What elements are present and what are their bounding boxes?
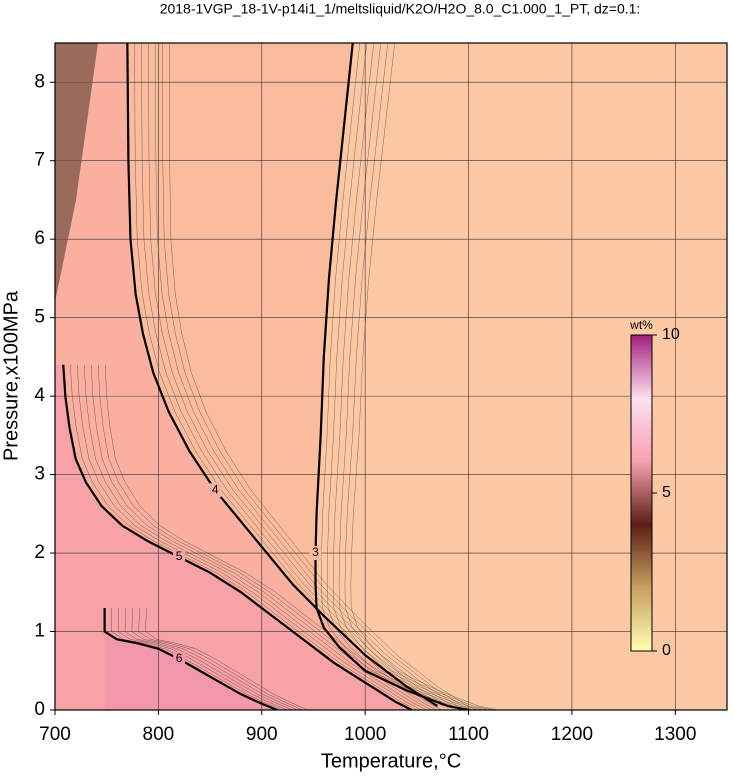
y-tick-label: 3 bbox=[34, 464, 45, 485]
x-tick-label: 1300 bbox=[654, 724, 696, 745]
contour-label-bg bbox=[173, 651, 186, 666]
y-tick-label: 8 bbox=[34, 71, 45, 92]
colorbar-tick-label: 0 bbox=[662, 642, 671, 659]
colorbar-tick-label: 10 bbox=[662, 326, 680, 343]
minor-contour bbox=[162, 43, 463, 707]
y-axis-label: Pressure,x100MPa bbox=[0, 290, 22, 461]
contour-label: 5 bbox=[176, 549, 183, 563]
contour-line bbox=[126, 43, 439, 708]
minor-contour bbox=[77, 364, 422, 710]
colorbar-tick-label: 5 bbox=[662, 484, 671, 501]
minor-contour bbox=[155, 43, 458, 707]
x-tick-label: 800 bbox=[143, 724, 175, 745]
colorbar-label: wt% bbox=[629, 318, 653, 332]
y-tick-label: 7 bbox=[34, 150, 45, 171]
minor-contour bbox=[98, 364, 437, 710]
minor-contour bbox=[84, 364, 427, 710]
minor-contour bbox=[138, 607, 303, 710]
contour-label-bg bbox=[309, 546, 322, 561]
x-axis-label: Temperature,°C bbox=[321, 750, 461, 772]
contour-fill bbox=[104, 607, 278, 710]
minor-contour bbox=[124, 607, 293, 710]
x-tick-label: 1000 bbox=[344, 724, 386, 745]
y-tick-label: 0 bbox=[34, 699, 45, 720]
contour-label-bg bbox=[173, 549, 186, 564]
y-tick-label: 2 bbox=[34, 542, 45, 563]
x-tick-label: 700 bbox=[39, 724, 71, 745]
minor-contour bbox=[111, 607, 283, 710]
y-tick-label: 6 bbox=[34, 228, 45, 249]
x-tick-label: 1200 bbox=[551, 724, 593, 745]
plot-area: 3 4 5 6 bbox=[55, 43, 727, 710]
colorbar bbox=[630, 334, 653, 652]
dense-contours bbox=[55, 43, 98, 302]
plot-frame bbox=[54, 42, 728, 711]
minor-contour bbox=[131, 607, 298, 710]
minor-contour bbox=[70, 364, 417, 710]
minor-contour bbox=[134, 43, 443, 707]
contour-label: 4 bbox=[212, 482, 219, 496]
minor-contour bbox=[169, 43, 468, 707]
overlay: 700 800 900 1000 1100 1200 1300 0 1 2 3 4 5 6 7 8 wt% 0 5 1… bbox=[34, 42, 728, 745]
contour-label-bg bbox=[209, 483, 222, 498]
y-tick-label: 5 bbox=[34, 307, 45, 328]
x-tick-label: 900 bbox=[246, 724, 278, 745]
minor-contour bbox=[91, 364, 432, 710]
contour-fill bbox=[55, 364, 412, 710]
chart-title: 2018-1VGP_18-1V-p14i1_1/meltsliquid/K2O/… bbox=[160, 1, 641, 17]
minor-contour bbox=[117, 607, 288, 710]
y-tick-label: 1 bbox=[34, 621, 45, 642]
contour-label: 6 bbox=[176, 651, 183, 665]
minor-contour bbox=[145, 607, 308, 710]
minor-contour bbox=[105, 364, 442, 710]
y-tick-label: 4 bbox=[34, 385, 45, 406]
x-tick-label: 1100 bbox=[448, 724, 489, 745]
minor-contour bbox=[148, 43, 453, 707]
minor-contour bbox=[141, 43, 448, 707]
contour-label: 3 bbox=[312, 545, 319, 559]
